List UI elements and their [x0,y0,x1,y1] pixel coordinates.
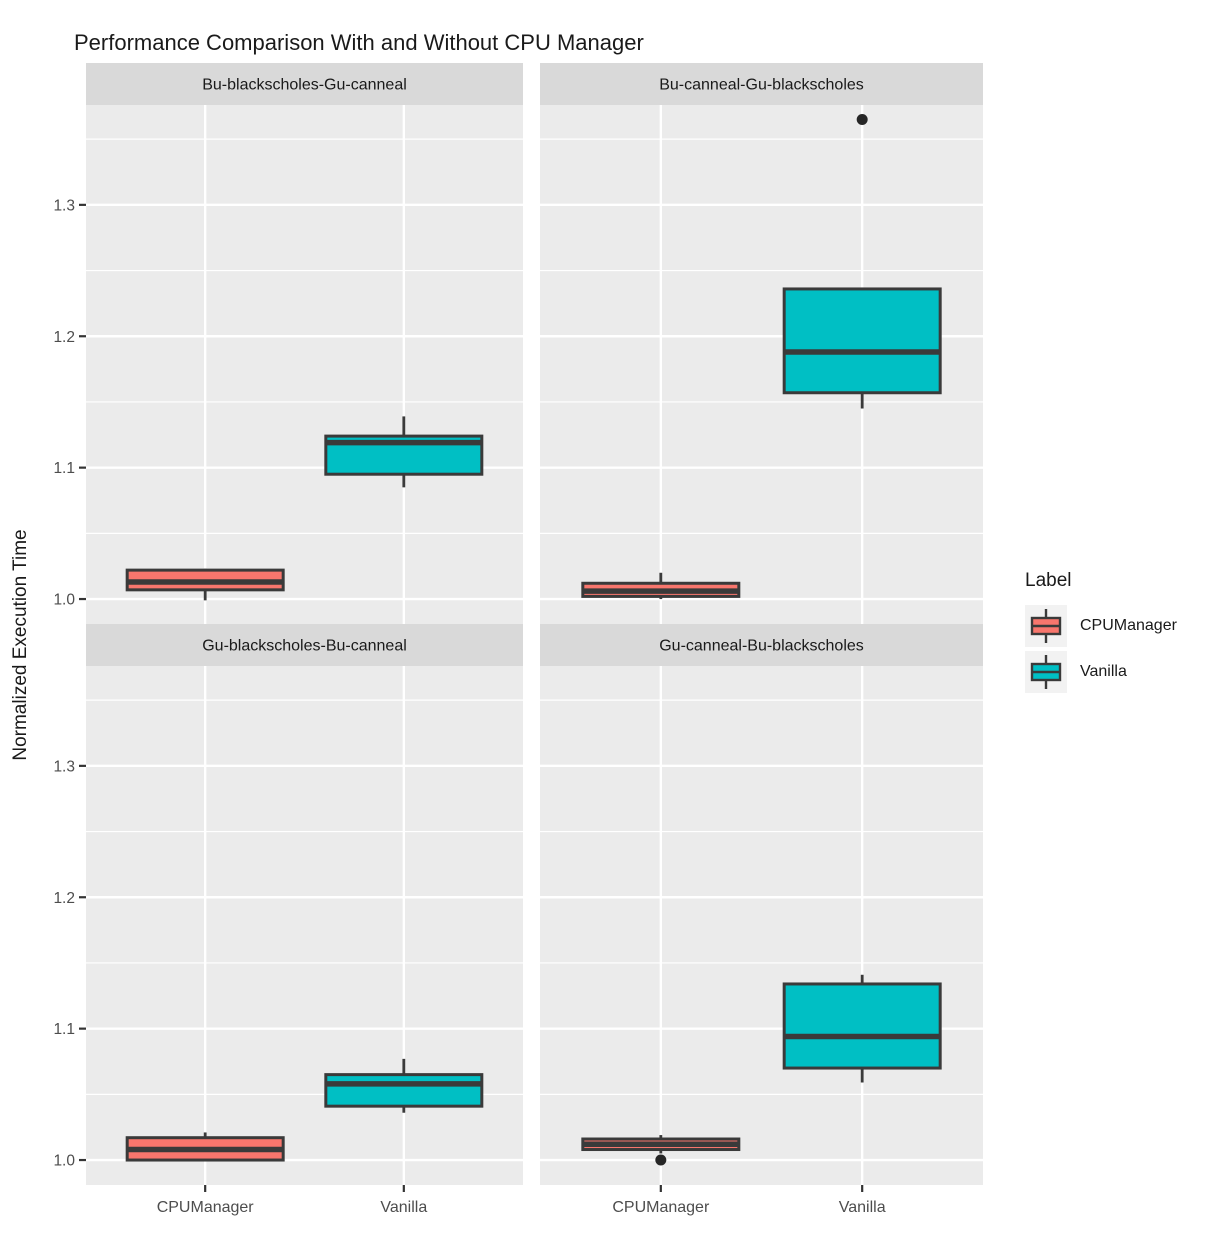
y-tick-label: 1.3 [53,197,75,214]
boxplot-glyph-icon [1030,655,1062,689]
legend-title: Label [1025,570,1072,591]
legend-label-vanilla: Vanilla [1080,663,1127,680]
y-tick-label: 1.0 [53,592,75,609]
chart-title: Performance Comparison With and Without … [74,30,644,55]
y-tick-label: 1.1 [53,1021,75,1038]
facet-strip [86,63,523,105]
box-vanilla [782,982,942,1070]
x-category-label: Vanilla [380,1199,427,1216]
facet-title: Bu-canneal-Gu-blackscholes [659,77,864,94]
legend: Label CPUManager Vanilla [1025,570,1177,697]
y-tick-label: 1.3 [53,758,75,775]
x-category-label: Vanilla [839,1199,886,1216]
legend-key-vanilla [1025,651,1067,693]
y-tick-label: 1.2 [53,329,75,346]
x-category-label: CPUManager [157,1199,255,1216]
x-category-label: CPUManager [612,1199,710,1216]
legend-key-cpumanager [1025,605,1067,647]
boxplot-glyph-icon [1030,609,1062,643]
y-tick-label: 1.0 [53,1153,75,1170]
panel-background [86,105,523,624]
facet-strip [540,624,983,666]
legend-label-cpumanager: CPUManager [1080,617,1177,634]
y-tick-label: 1.2 [53,890,75,907]
facet-strip [86,624,523,666]
facet-title: Gu-blackscholes-Bu-canneal [202,638,407,655]
panel-background [540,666,983,1185]
facet-title: Gu-canneal-Bu-blackscholes [659,638,864,655]
legend-item-cpumanager: CPUManager [1025,605,1177,647]
outlier-point [655,1154,667,1166]
legend-item-vanilla: Vanilla [1025,651,1177,693]
box-vanilla [782,287,942,395]
y-tick-label: 1.1 [53,460,75,477]
facet-strip [540,63,983,105]
outlier-point [856,113,868,125]
box-vanilla [324,1073,484,1108]
facet-title: Bu-blackscholes-Gu-canneal [202,77,407,94]
